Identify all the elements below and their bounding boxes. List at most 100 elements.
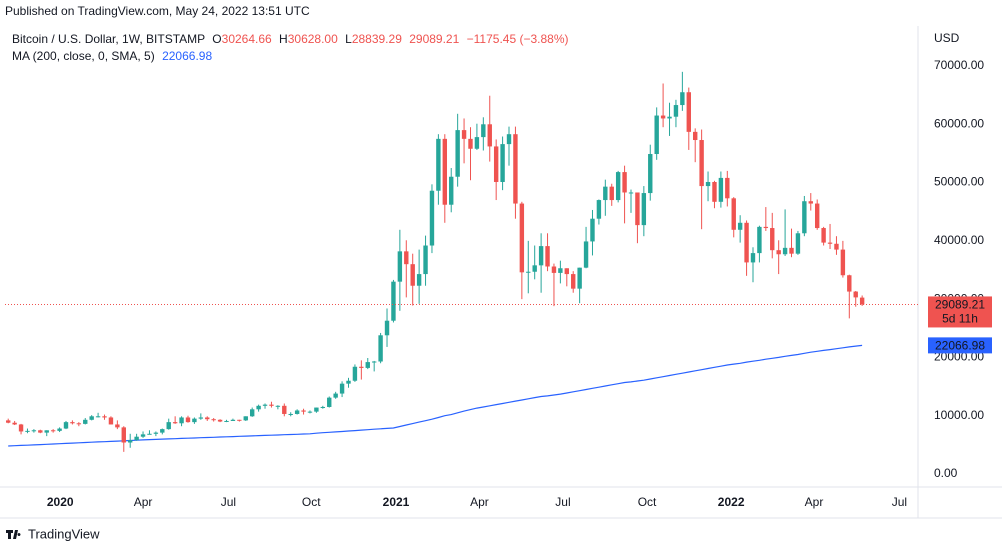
x-tick-label: Apr — [805, 495, 824, 509]
candle-body — [750, 253, 756, 263]
ma-name: MA (200, close, 0, SMA, 5) — [12, 49, 155, 63]
candle-body — [44, 430, 49, 433]
candle-body — [31, 430, 37, 432]
candle-body — [847, 275, 852, 292]
candle-body — [76, 423, 82, 425]
candle-body — [217, 419, 223, 422]
ma-value: 22066.98 — [162, 49, 212, 63]
candle-body — [269, 404, 274, 406]
candle-body — [166, 422, 171, 430]
candle-body — [814, 203, 820, 229]
candle-body — [57, 428, 62, 431]
candle-body — [185, 417, 191, 423]
candle-body — [18, 424, 24, 432]
candle-body — [89, 416, 94, 420]
candle-body — [699, 140, 704, 187]
candle-body — [622, 172, 627, 193]
candle-body — [314, 407, 319, 412]
candle-body — [596, 200, 602, 219]
candle-body — [686, 92, 691, 132]
candle-body — [410, 264, 415, 286]
candle-body — [339, 383, 345, 394]
candle-body — [160, 429, 165, 433]
y-tick-label: 40000.00 — [934, 233, 984, 247]
candle-body — [583, 241, 589, 268]
candle-body — [718, 177, 724, 202]
candle-body — [423, 245, 428, 275]
candle-body — [821, 228, 826, 243]
candle-body — [404, 251, 409, 265]
candle-body — [526, 271, 531, 273]
candle-body — [378, 335, 383, 362]
candle-body — [416, 274, 422, 286]
x-tick-label: Jul — [221, 495, 236, 509]
candle-body — [359, 366, 364, 368]
candle-body — [737, 222, 743, 230]
candle-body — [731, 198, 736, 230]
symbol-name: Bitcoin / U.S. Dollar, 1W, BITSTAMP — [12, 32, 205, 46]
candle-body — [680, 92, 685, 106]
high-value: 30628.00 — [288, 32, 338, 46]
candle-body — [346, 380, 351, 384]
x-tick-label: 2022 — [718, 495, 745, 509]
low-key: L — [345, 32, 352, 46]
bar-countdown: 5d 11h — [942, 312, 978, 326]
candle-body — [673, 105, 679, 117]
candle-body — [307, 411, 313, 413]
candle-body — [352, 366, 358, 381]
candle-body — [635, 192, 640, 226]
open-value: 30264.66 — [222, 32, 272, 46]
candle-body — [147, 433, 152, 435]
candle-body — [802, 201, 807, 234]
candle-body — [577, 267, 582, 289]
change-value: −1175.45 (−3.88%) — [467, 32, 569, 46]
candle-body — [545, 246, 550, 267]
close-value: 29089.21 — [409, 32, 459, 46]
candle-body — [808, 201, 813, 204]
candle-body — [776, 250, 781, 255]
candle-body — [243, 416, 248, 421]
x-tick-label: 2020 — [47, 495, 74, 509]
x-tick-label: Apr — [470, 495, 489, 509]
ma-value-box — [928, 337, 992, 354]
candle-body — [134, 436, 139, 441]
candle-body — [249, 409, 255, 417]
candle-body — [461, 130, 467, 139]
candle-body — [140, 434, 146, 437]
candle-body — [371, 361, 377, 363]
candle-body — [327, 397, 332, 407]
y-tick-label: 60000.00 — [934, 116, 984, 130]
candle-body — [667, 116, 672, 119]
ma-line — [8, 344, 863, 447]
y-tick-label: 0.00 — [934, 466, 958, 480]
y-tick-label: 70000.00 — [934, 58, 984, 72]
candle-body — [179, 417, 184, 424]
candle-body — [853, 291, 858, 298]
open-key: O — [212, 32, 221, 46]
low-value: 28839.29 — [352, 32, 402, 46]
candle-body — [705, 181, 711, 187]
symbol-legend: Bitcoin / U.S. Dollar, 1W, BITSTAMP O302… — [12, 32, 568, 46]
candle-body — [564, 268, 569, 275]
candle-body — [628, 192, 634, 194]
ma-value-label: 22066.98 — [935, 339, 985, 353]
x-tick-label: Oct — [638, 495, 657, 509]
candle-body — [282, 405, 287, 414]
candle-body — [115, 424, 120, 428]
candle-body — [211, 419, 216, 421]
candle-body — [641, 193, 647, 226]
candle-body — [481, 124, 486, 138]
candle-body — [224, 420, 229, 422]
candle-body — [770, 228, 775, 251]
candle-body — [789, 247, 794, 254]
candle-body — [468, 138, 473, 149]
candle-body — [391, 281, 396, 321]
y-tick-label: 10000.00 — [934, 408, 984, 422]
candle-body — [128, 440, 133, 443]
ma-legend: MA (200, close, 0, SMA, 5) 22066.98 — [12, 49, 212, 63]
candle-body — [384, 320, 390, 336]
candle-body — [429, 190, 435, 246]
candle-body — [95, 416, 101, 418]
candle-body — [474, 137, 480, 149]
candle-body — [763, 226, 769, 229]
